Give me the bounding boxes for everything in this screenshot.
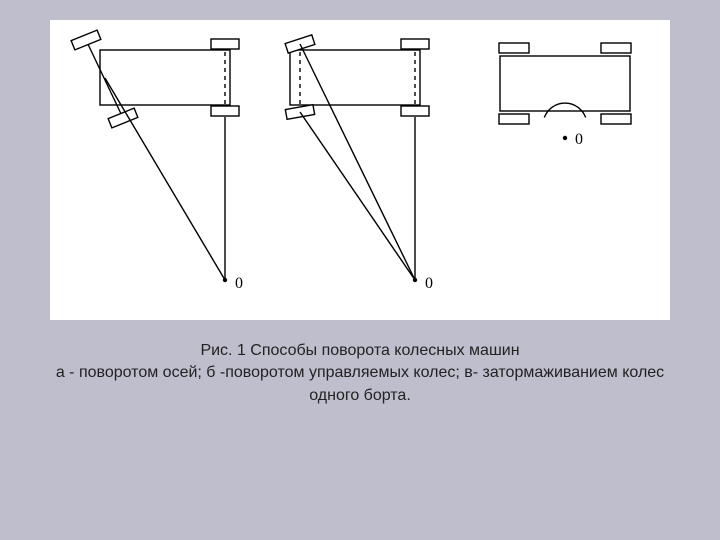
turning-methods-diagram: 0 0 0 xyxy=(50,20,670,320)
figure-caption: Рис. 1 Способы поворота колесных машин а… xyxy=(0,340,720,407)
caption-title: Рис. 1 Способы поворота колесных машин xyxy=(40,340,680,362)
caption-body: а - поворотом осей; б -поворотом управля… xyxy=(40,362,680,407)
svg-text:0: 0 xyxy=(575,131,583,148)
svg-text:0: 0 xyxy=(235,275,243,292)
figure-panel: 0 0 0 xyxy=(50,20,670,320)
svg-text:0: 0 xyxy=(425,275,433,292)
slide-background: 0 0 0 Рис. 1 Способы поворота колесных маш… xyxy=(0,0,720,540)
